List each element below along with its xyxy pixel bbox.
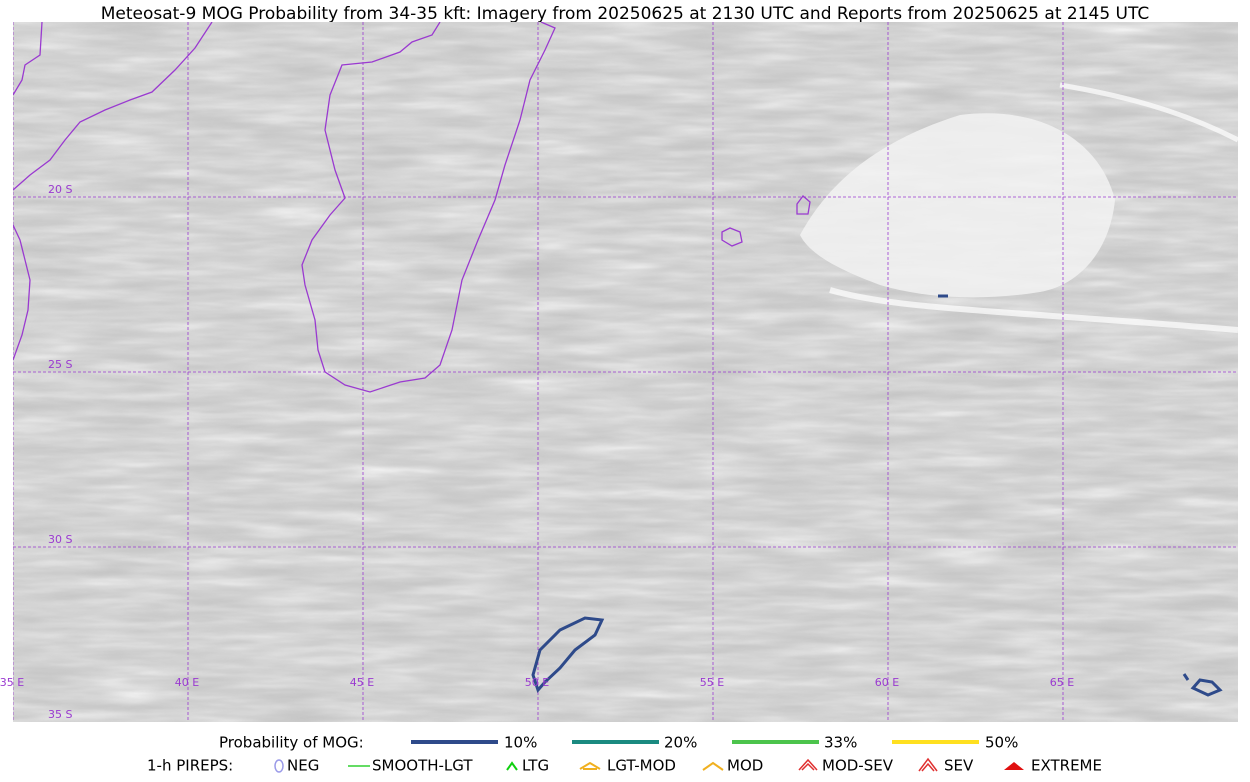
lon-label: 40 E	[175, 676, 199, 689]
lon-label: 35 E	[0, 676, 24, 689]
lat-label: 25 S	[48, 358, 72, 371]
title: Meteosat-9 MOG Probability from 34-35 kf…	[101, 4, 1150, 24]
legend-symbol	[702, 761, 724, 771]
legend-symbol	[918, 757, 938, 772]
legend-symbol	[579, 761, 601, 770]
legend-symbol	[798, 758, 818, 771]
legend: Probability of MOG: 10% 20% 33% 50% 1-h …	[147, 734, 1102, 775]
lon-label: 60 E	[875, 676, 899, 689]
grid	[13, 22, 1238, 722]
legend-label: MOD	[727, 757, 763, 775]
cloud	[800, 113, 1115, 298]
lat-label: 30 S	[48, 533, 72, 546]
legend-label: MOD-SEV	[822, 757, 894, 775]
lat-label: 35 S	[48, 708, 72, 721]
legend-label: LGT-MOD	[607, 757, 676, 775]
coastlines	[13, 22, 811, 393]
map-labels: 20 S 25 S 30 S 35 S 35 E 40 E 45 E 50 E …	[0, 183, 1074, 721]
map	[13, 22, 1238, 722]
legend-symbol	[1004, 762, 1024, 770]
legend-title: Probability of MOG:	[219, 734, 364, 752]
cloud-band	[1059, 82, 1238, 143]
lon-label: 50 E	[525, 676, 549, 689]
legend-label: SMOOTH-LGT	[372, 757, 473, 775]
cloud-band	[829, 287, 1238, 333]
legend-label: LTG	[522, 757, 549, 775]
legend-label: EXTREME	[1031, 757, 1102, 775]
lon-label: 45 E	[350, 676, 374, 689]
legend-title: 1-h PIREPS:	[147, 757, 233, 775]
legend-label: NEG	[287, 757, 319, 775]
legend-symbol	[506, 761, 518, 771]
legend-label: 33%	[824, 734, 857, 752]
mog-contours	[531, 294, 1223, 697]
legend-label: 10%	[504, 734, 537, 752]
legend-label: 50%	[985, 734, 1018, 752]
lon-label: 55 E	[700, 676, 724, 689]
lon-label: 65 E	[1050, 676, 1074, 689]
legend-label: 20%	[664, 734, 697, 752]
legend-label: SEV	[944, 757, 974, 775]
legend-symbol	[274, 759, 284, 773]
lat-label: 20 S	[48, 183, 72, 196]
